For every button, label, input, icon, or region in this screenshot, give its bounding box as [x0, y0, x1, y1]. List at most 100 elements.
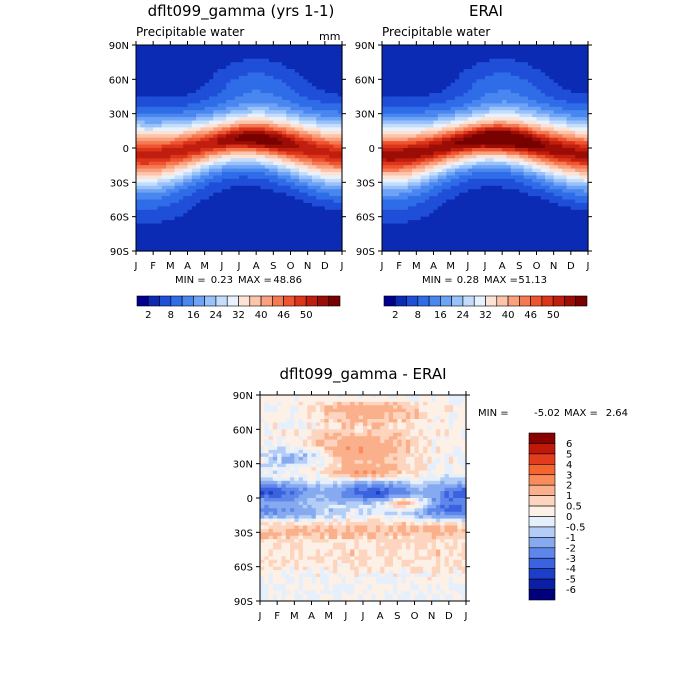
field-cell	[286, 209, 292, 214]
field-cell	[187, 130, 193, 135]
field-cell	[307, 106, 313, 111]
field-cell	[221, 69, 227, 74]
field-cell	[399, 178, 405, 183]
field-cell	[217, 45, 223, 50]
field-cell	[454, 182, 460, 187]
field-cell	[433, 103, 439, 108]
field-cell	[510, 148, 516, 153]
field-cell	[540, 127, 546, 132]
field-cell	[140, 113, 146, 118]
field-cell	[463, 144, 469, 149]
field-cell	[196, 192, 201, 197]
field-cell	[575, 120, 581, 125]
field-cell	[269, 213, 274, 218]
field-cell	[157, 113, 163, 118]
field-cell	[294, 137, 300, 142]
field-cell	[416, 93, 422, 98]
field-cell	[429, 86, 435, 91]
field-cell	[157, 172, 163, 177]
field-cell	[191, 75, 197, 80]
field-cell	[506, 58, 512, 63]
field-cell	[281, 244, 287, 249]
field-cell	[450, 79, 456, 84]
field-cell	[148, 96, 154, 101]
field-cell	[510, 178, 516, 183]
field-cell	[208, 113, 214, 118]
field-cell	[269, 103, 274, 108]
field-cell	[286, 154, 292, 159]
field-cell	[221, 206, 227, 211]
field-cell	[157, 120, 163, 125]
field-cell	[527, 168, 533, 173]
field-cell	[579, 113, 585, 118]
field-cell	[467, 58, 473, 63]
field-cell	[480, 69, 486, 74]
field-cell	[480, 106, 486, 111]
field-cell	[260, 175, 266, 180]
field-cell	[269, 151, 274, 156]
field-cell	[532, 65, 538, 70]
field-cell	[562, 134, 568, 139]
field-cell	[570, 62, 576, 67]
field-cell	[476, 45, 482, 50]
field-cell	[281, 48, 287, 53]
field-cell	[247, 172, 253, 177]
field-cell	[333, 199, 339, 204]
field-cell	[269, 58, 274, 63]
field-cell	[557, 65, 563, 70]
field-cell	[579, 178, 585, 183]
field-cell	[187, 199, 193, 204]
field-cell	[264, 93, 270, 98]
field-cell	[540, 103, 546, 108]
field-cell	[394, 120, 400, 125]
field-cell	[294, 233, 300, 238]
field-cell	[497, 123, 503, 128]
field-cell	[286, 172, 292, 177]
field-cell	[148, 106, 154, 111]
field-cell	[412, 158, 417, 163]
field-cell	[191, 148, 197, 153]
field-cell	[476, 58, 482, 63]
field-cell	[187, 65, 193, 70]
field-cell	[442, 185, 447, 190]
field-cell	[277, 226, 283, 231]
field-cell	[549, 148, 555, 153]
field-cell	[157, 240, 163, 245]
field-cell	[166, 240, 171, 245]
field-cell	[519, 158, 525, 163]
field-cell	[519, 127, 525, 132]
field-cell	[532, 75, 538, 80]
field-cell	[161, 202, 167, 207]
field-cell	[446, 55, 452, 60]
field-cell	[583, 110, 589, 115]
field-cell	[178, 130, 184, 135]
field-cell	[442, 48, 447, 53]
field-cell	[583, 86, 589, 91]
field-cell	[429, 175, 435, 180]
field-cell	[497, 89, 503, 94]
field-cell	[178, 185, 184, 190]
field-cell	[553, 79, 559, 84]
field-cell	[269, 240, 274, 245]
field-cell	[523, 141, 529, 146]
field-cell	[226, 103, 232, 108]
field-cell	[540, 93, 546, 98]
field-cell	[208, 209, 214, 214]
field-cell	[226, 58, 232, 63]
field-cell	[221, 158, 227, 163]
field-cell	[256, 154, 262, 159]
field-cell	[390, 137, 396, 142]
field-cell	[148, 103, 154, 108]
field-cell	[510, 58, 516, 63]
field-cell	[407, 79, 413, 84]
field-cell	[420, 99, 426, 104]
field-cell	[269, 144, 274, 149]
field-cell	[433, 75, 439, 80]
field-cell	[264, 144, 270, 149]
field-cell	[281, 45, 287, 50]
field-cell	[251, 99, 257, 104]
field-cell	[170, 192, 176, 197]
field-cell	[191, 58, 197, 63]
field-cell	[217, 103, 223, 108]
field-cell	[489, 51, 495, 56]
